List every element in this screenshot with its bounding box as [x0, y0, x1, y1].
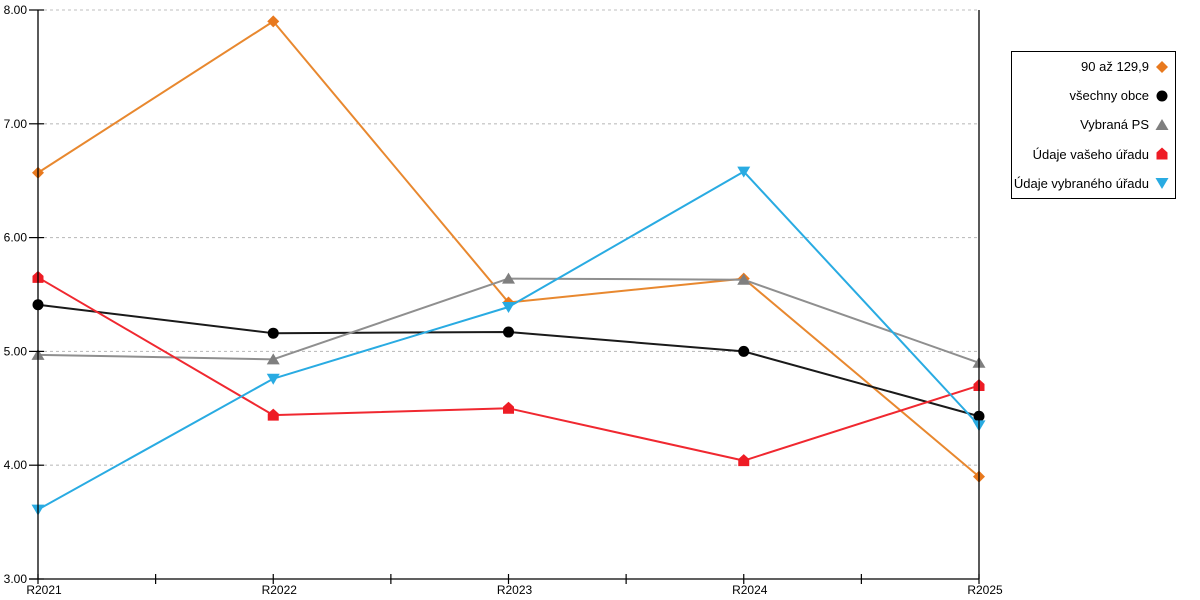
- circle-marker-icon: [1156, 90, 1168, 102]
- triangle-down-marker-icon: [1155, 178, 1169, 190]
- legend-item-label: Vybraná PS: [1080, 117, 1149, 133]
- series-line: [37, 170, 980, 511]
- triangle-up-marker-icon: [266, 353, 280, 365]
- y-tick-label: 8.00: [4, 3, 28, 17]
- y-tick-label: 4.00: [4, 458, 28, 472]
- legend-item-label: Údaje vašeho úřadu: [1032, 146, 1149, 162]
- triangle-down-marker-icon: [502, 302, 515, 314]
- circle-marker-icon: [738, 345, 750, 357]
- triangle-down-marker-icon: [266, 373, 280, 385]
- triangle-up-marker-icon: [1155, 118, 1169, 130]
- legend-item: Údaje vašeho úřadu: [1012, 147, 1175, 162]
- series-line: [37, 277, 980, 364]
- x-tick-label: R2022: [262, 583, 298, 597]
- y-tick-label: 3.00: [4, 572, 28, 586]
- legend-item: všechny obce: [1012, 88, 1175, 103]
- pentagon-marker-icon: [1156, 147, 1168, 160]
- diamond-marker-icon: [267, 15, 280, 28]
- legend-item: Vybraná PS: [1012, 117, 1175, 132]
- legend-item-label: 90 až 129,9: [1081, 59, 1149, 75]
- legend-item-label: Údaje vybraného úřadu: [1013, 175, 1149, 191]
- triangle-up-marker-icon: [737, 273, 751, 285]
- circle-marker-icon: [503, 326, 514, 338]
- circle-marker-icon: [267, 327, 279, 339]
- legend-item: 90 až 129,9: [1012, 59, 1175, 74]
- legend-item-label: všechny obce: [1069, 88, 1150, 104]
- x-tick-label: R2023: [497, 583, 533, 597]
- pentagon-marker-icon: [738, 454, 750, 467]
- y-tick-label: 5.00: [4, 344, 28, 358]
- legend: 90 až 129,9 všechny obce Vybraná PS Údaje v…: [1011, 51, 1176, 199]
- legend-item: Údaje vybraného úřadu: [1012, 176, 1175, 191]
- x-tick-label: R2024: [732, 583, 768, 597]
- diamond-marker-icon: [1156, 60, 1168, 73]
- x-tick-label: R2025: [967, 583, 1003, 597]
- x-tick-label: R2021: [26, 583, 62, 597]
- y-tick-label: 6.00: [4, 231, 28, 245]
- y-tick-label: 7.00: [4, 117, 28, 131]
- pentagon-marker-icon: [267, 408, 279, 421]
- triangle-down-marker-icon: [737, 166, 751, 178]
- triangle-up-marker-icon: [502, 272, 515, 284]
- pentagon-marker-icon: [503, 401, 514, 414]
